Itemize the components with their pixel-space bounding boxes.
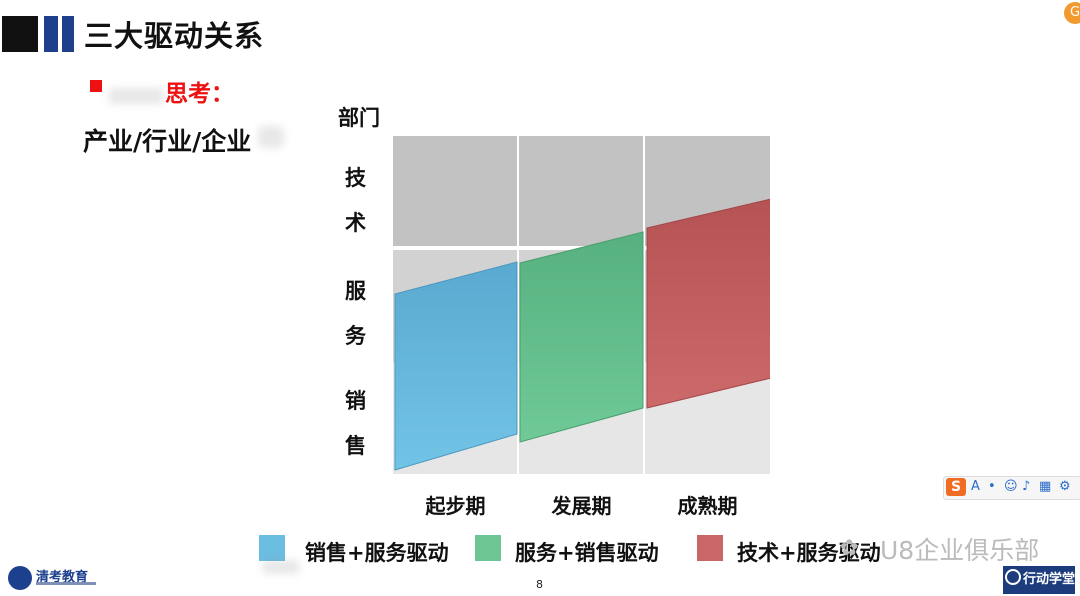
y-label-tech-2: 术 [345,211,366,235]
ime-logo-icon[interactable]: S [946,478,966,496]
ime-mic-icon[interactable]: ♪ [1022,479,1031,494]
logo-left-tagline [36,582,96,585]
ime-lang-icon[interactable]: A [971,479,980,494]
page-number: 8 [536,578,543,591]
ime-punct-icon[interactable]: • [988,479,996,494]
y-label-sales-2: 售 [345,434,366,458]
slide-title: 三大驱动关系 [84,19,265,53]
title-bar-dark-block [2,16,38,52]
legend-swatch-tech-service [697,535,723,561]
blurred-text [258,126,284,148]
legend-label-tech-service: 技术+服务驱动 [737,541,881,565]
stage-label-startup: 起步期 [425,494,486,518]
logo-left-name: 清考教育 [36,570,89,585]
stage-label-mature: 成熟期 [677,494,738,518]
legend-swatch-service-sales [475,535,501,561]
red-bullet-icon [90,80,102,92]
stage-block-mature [646,198,770,409]
y-axis-title: 部门 [338,106,380,130]
ime-toolbar[interactable]: S A • ☺ ♪ ▦ ⚙ [943,476,1080,500]
title-accent-bars [2,16,82,52]
y-label-service-2: 务 [345,324,366,348]
wechat-icon: ✿ [840,536,859,561]
industry-label: 产业/行业/企业 [83,127,252,156]
y-label-tech-1: 技 [345,166,366,190]
blurred-text [108,88,164,104]
legend-label-service-sales: 服务+销售驱动 [515,541,659,565]
logo-left: 清考教育 [8,566,98,592]
corner-badge-icon[interactable]: G [1064,2,1080,24]
legend-label-sales-service: 销售+服务驱动 [305,541,449,565]
logo-right-icon [1005,569,1021,585]
title-bar-blue-block-2 [62,16,74,52]
legend-swatch-sales-service [259,535,285,561]
y-label-service-1: 服 [345,279,366,303]
stage-label-growth: 发展期 [551,494,612,518]
logo-left-icon [8,566,32,590]
drive-diagram [393,136,770,474]
stage-block-startup [394,261,518,471]
ime-tools-icon[interactable]: ⚙ [1059,479,1071,494]
ime-keyboard-icon[interactable]: ▦ [1039,479,1052,494]
watermark-text: U8企业俱乐部 [880,536,1040,565]
stage-block-growth [519,231,644,443]
y-label-sales-1: 销 [345,389,366,413]
logo-right: 行动学堂 [1003,566,1075,594]
title-bar-blue-block-1 [44,16,58,52]
blurred-text [262,560,300,574]
think-label: 思考： [165,81,234,107]
logo-right-name: 行动学堂 [1023,572,1076,587]
ime-emoji-icon[interactable]: ☺ [1004,479,1018,494]
